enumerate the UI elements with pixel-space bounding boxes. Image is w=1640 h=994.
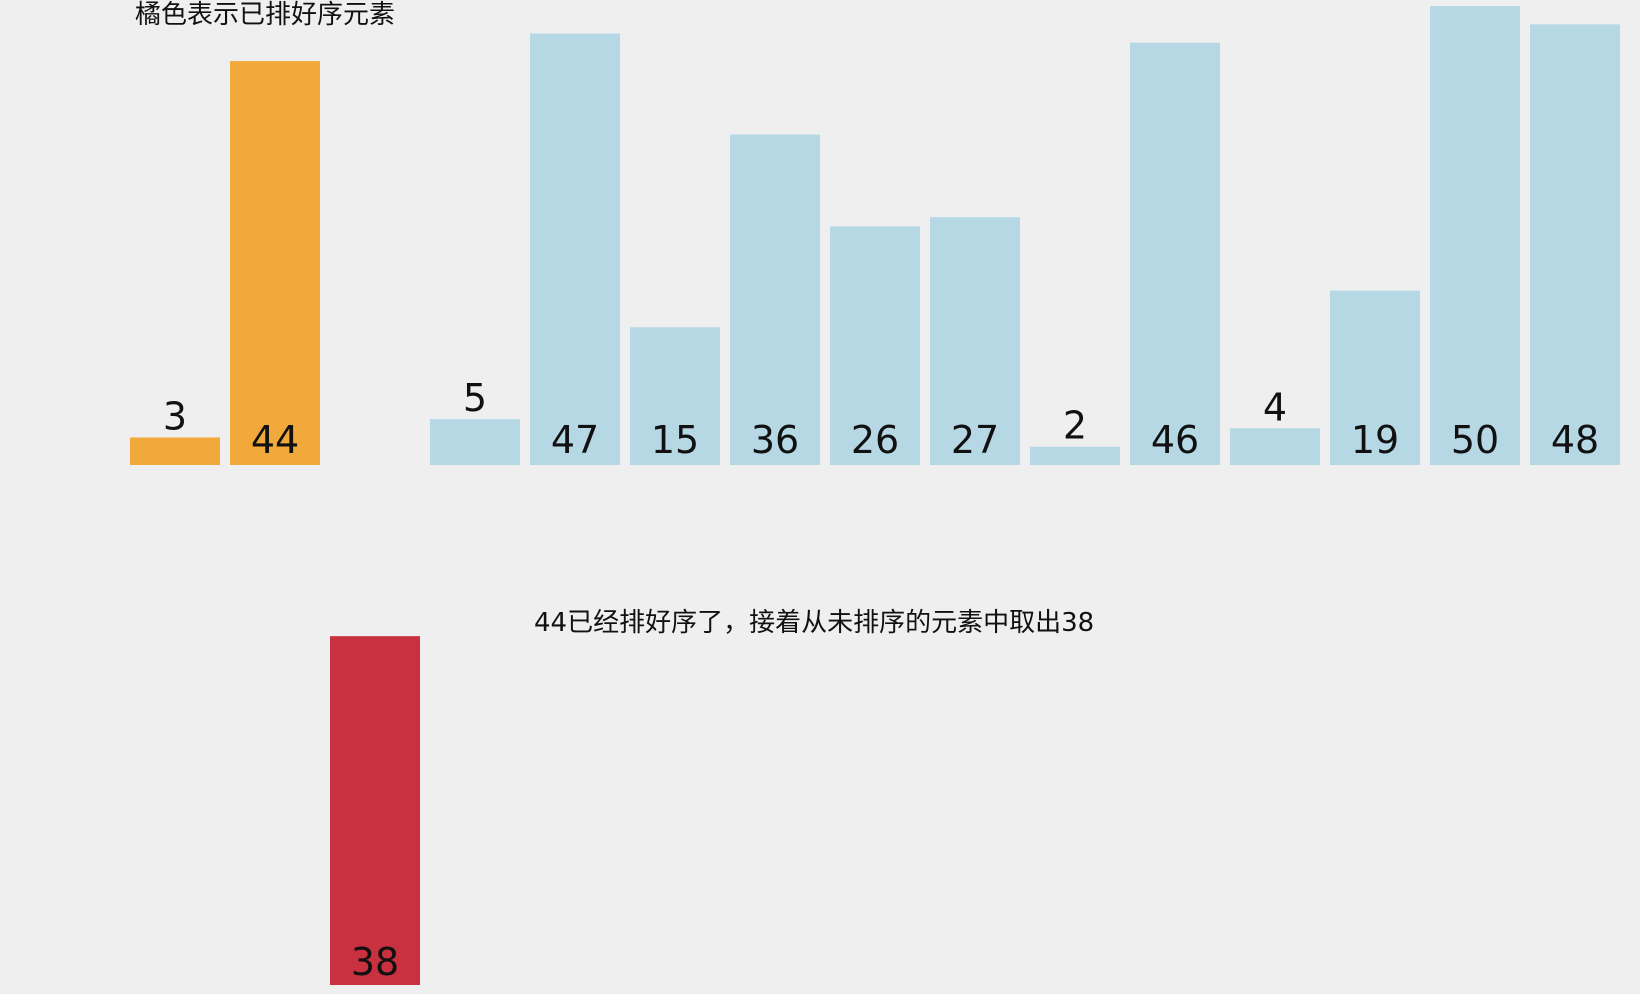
- bar-value-label: 26: [851, 418, 899, 462]
- bar-value-label: 48: [1551, 418, 1599, 462]
- bar-value-label: 3: [163, 394, 187, 438]
- bar-value-label: 15: [651, 418, 699, 462]
- bar-unsorted: [930, 217, 1020, 465]
- bar-value-label: 36: [751, 418, 799, 462]
- bar-value-label: 50: [1451, 418, 1499, 462]
- bar-unsorted: [430, 419, 520, 465]
- bar-value-label: 4: [1263, 385, 1287, 429]
- bar-value-label: 19: [1351, 418, 1399, 462]
- bar-value-label: 47: [551, 418, 599, 462]
- bar-unsorted: [1430, 6, 1520, 465]
- bar-unsorted: [830, 226, 920, 465]
- legend-text: 橘色表示已排好序元素: [135, 0, 396, 30]
- bar-value-label: 44: [251, 418, 299, 462]
- bar-value-label: 5: [463, 376, 487, 420]
- bar-unsorted: [530, 33, 620, 465]
- bar-unsorted: [1030, 446, 1120, 465]
- bar-unsorted: [1130, 42, 1220, 465]
- bar-sorted: [130, 437, 220, 465]
- current-bar-label: 38: [351, 940, 399, 984]
- bar-value-label: 46: [1151, 418, 1199, 462]
- current-bar-group: 38: [330, 636, 420, 985]
- bar-unsorted: [1530, 24, 1620, 466]
- bar-unsorted: [1330, 290, 1420, 465]
- main-bars: 3 44 5 47 15 36 26 27 2 46 4 19 50 48: [130, 6, 1620, 466]
- bar-unsorted: [1230, 428, 1320, 465]
- current-bar: [330, 636, 420, 985]
- bar-unsorted: [730, 134, 820, 465]
- bar-unsorted: [630, 327, 720, 465]
- bar-value-label: 27: [951, 418, 999, 462]
- bar-value-label: 2: [1063, 404, 1087, 448]
- bar-sorted: [230, 61, 320, 465]
- step-caption: 44已经排好序了，接着从未排序的元素中取出38: [534, 608, 1095, 638]
